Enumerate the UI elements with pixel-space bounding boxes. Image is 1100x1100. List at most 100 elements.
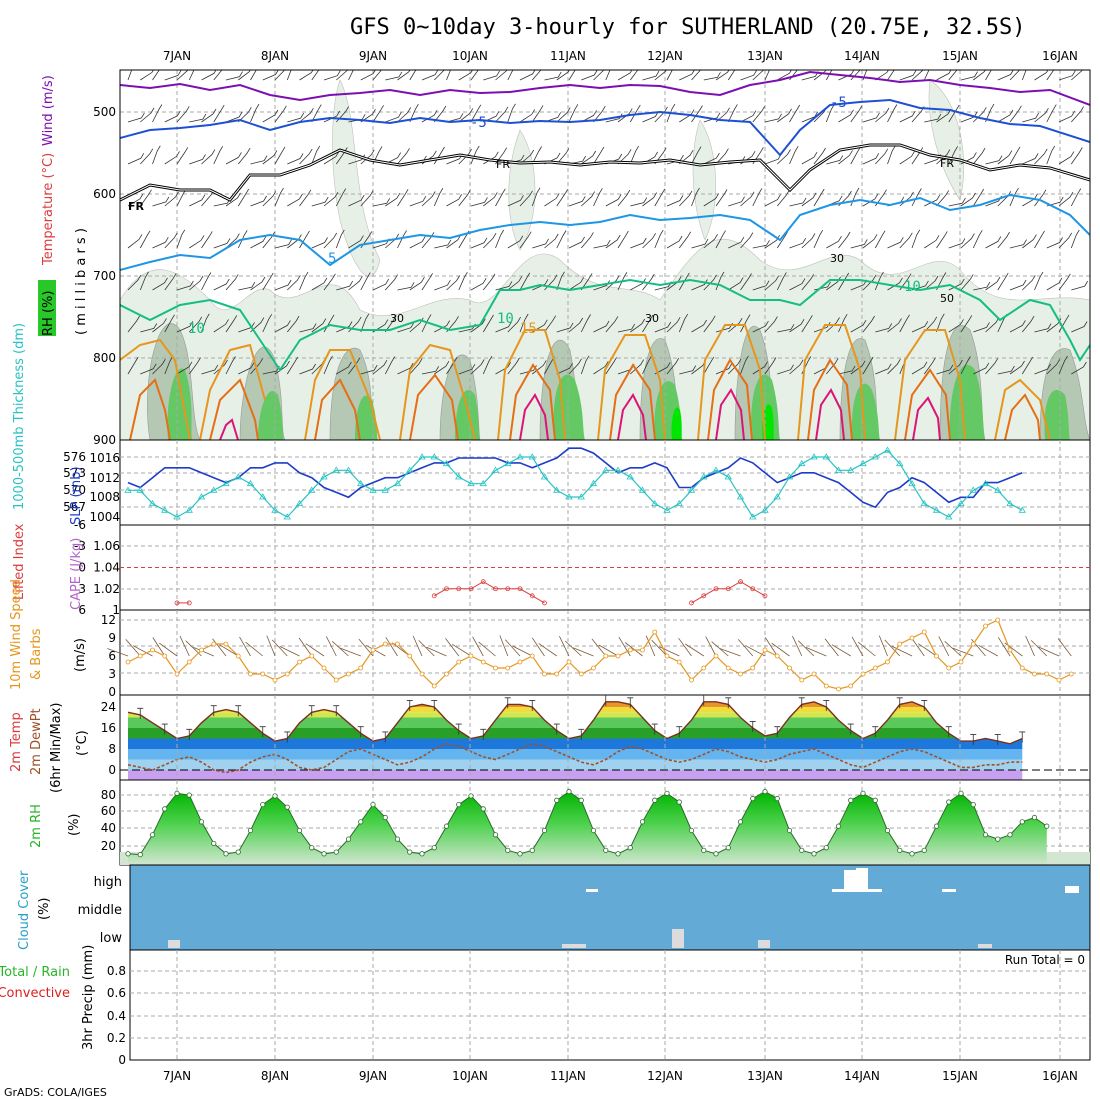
- thickness-slp-series: [124, 446, 1026, 520]
- wind-barb: [801, 315, 813, 333]
- wind-barb: [593, 188, 603, 207]
- wind-barb: [948, 238, 966, 249]
- wind-barb: [323, 110, 341, 123]
- rh-point: [958, 790, 964, 796]
- wind-barb: [1009, 239, 1027, 249]
- wind-barb: [1034, 189, 1047, 207]
- wind-barb: [213, 104, 225, 123]
- wind-barb: [1022, 275, 1036, 291]
- wind-barb: [483, 232, 497, 249]
- thickness-point: [553, 486, 561, 493]
- minmax-bar: [994, 734, 1001, 746]
- rh-point: [431, 845, 437, 851]
- wind-barb: [580, 273, 593, 291]
- rh-point: [848, 797, 854, 803]
- y-tick-label: 0.2: [107, 1031, 126, 1045]
- wind-barb: [719, 648, 741, 657]
- wind-barb: [250, 155, 268, 165]
- wind-barb: [740, 273, 752, 291]
- wind-barb: [458, 108, 474, 123]
- minmax-bar: [382, 731, 389, 743]
- wind-barb: [1046, 318, 1062, 333]
- wind-barb: [421, 191, 436, 207]
- rh-point: [296, 827, 303, 834]
- rh-label-3: 30: [645, 312, 659, 325]
- thickness-point: [932, 506, 941, 513]
- wind-speed-point: [419, 671, 425, 677]
- wind-barb: [838, 109, 854, 123]
- wind-barb: [824, 638, 839, 657]
- wind-barb: [874, 271, 884, 291]
- wind-barb: [286, 315, 300, 333]
- wind-barb: [666, 235, 683, 249]
- wind-barb: [519, 109, 536, 123]
- wind-barb: [531, 105, 544, 123]
- cloud-bar: [942, 889, 956, 892]
- cloud-level-high: high: [94, 875, 122, 890]
- wind-speed-point: [456, 659, 462, 665]
- wind-barb: [825, 103, 835, 123]
- wind-speed-point: [1007, 647, 1013, 653]
- ylabel-cape: CAPE (J/kg): [69, 538, 84, 610]
- wind-barb: [789, 318, 805, 333]
- y-tick-label: 12: [101, 613, 116, 627]
- thickness-slp-y-ticks: 576 573 570 567 1016 1012 1008 1004: [63, 450, 120, 524]
- wind-barb: [188, 357, 201, 375]
- wind-barb: [213, 238, 231, 249]
- wind-barb: [899, 70, 917, 81]
- rh-point: [872, 797, 878, 803]
- wind-barb: [948, 278, 965, 291]
- wind-barb: [887, 70, 895, 81]
- minmax-bar: [357, 726, 364, 738]
- wind-speed-point: [934, 653, 939, 659]
- wind-barb: [838, 150, 853, 165]
- wind-speed-point: [150, 647, 155, 653]
- minmax-bar: [235, 705, 242, 717]
- wind-barb: [691, 187, 700, 207]
- wind-barb: [140, 70, 154, 81]
- wind-barb: [384, 315, 397, 333]
- wind-barb: [850, 146, 861, 165]
- contour-label-m5b: -5: [830, 95, 847, 111]
- wind-barb: [397, 70, 411, 81]
- rh-point: [529, 847, 535, 853]
- thickness-point: [994, 486, 1002, 493]
- ylabel-rh: RH (%): [41, 291, 56, 336]
- wind-barb: [340, 647, 361, 657]
- wind-barb: [666, 154, 684, 165]
- wind-barb: [499, 635, 509, 657]
- top-x-tick-label: 16JAN: [1042, 49, 1078, 63]
- wind-barb: [568, 104, 579, 123]
- thickness-point: [491, 466, 500, 473]
- wind-barb: [409, 236, 426, 249]
- ylabel-convective: Convective: [0, 986, 70, 1001]
- wind-barb: [185, 640, 202, 657]
- wind-barb: [127, 193, 144, 207]
- wind-barb: [201, 313, 210, 333]
- wind-speed-point: [701, 665, 707, 671]
- wind-barb: [813, 229, 824, 249]
- wind-barb: [311, 104, 322, 123]
- wind-barb: [654, 362, 671, 375]
- wind-barb: [176, 229, 186, 249]
- wind-barb: [507, 70, 514, 81]
- rh-point: [933, 823, 940, 829]
- wind-barb: [188, 70, 195, 81]
- wind-barb: [152, 196, 170, 207]
- wind-barb: [225, 233, 240, 249]
- wind-speed-point: [676, 659, 682, 665]
- rh-point: [260, 801, 266, 808]
- thickness-point: [369, 486, 377, 493]
- rh-point: [541, 827, 548, 834]
- rh-point: [688, 827, 695, 834]
- wind-barb: [250, 317, 265, 333]
- wind-barb: [851, 636, 864, 657]
- wind-barb: [544, 233, 559, 249]
- wind-barb: [458, 148, 472, 165]
- wind-speed-point: [174, 671, 180, 677]
- wind-barb: [593, 146, 605, 165]
- minmax-bar: [823, 700, 830, 711]
- top-x-tick-label: 11JAN: [550, 49, 586, 63]
- wind-speed-point: [921, 629, 927, 635]
